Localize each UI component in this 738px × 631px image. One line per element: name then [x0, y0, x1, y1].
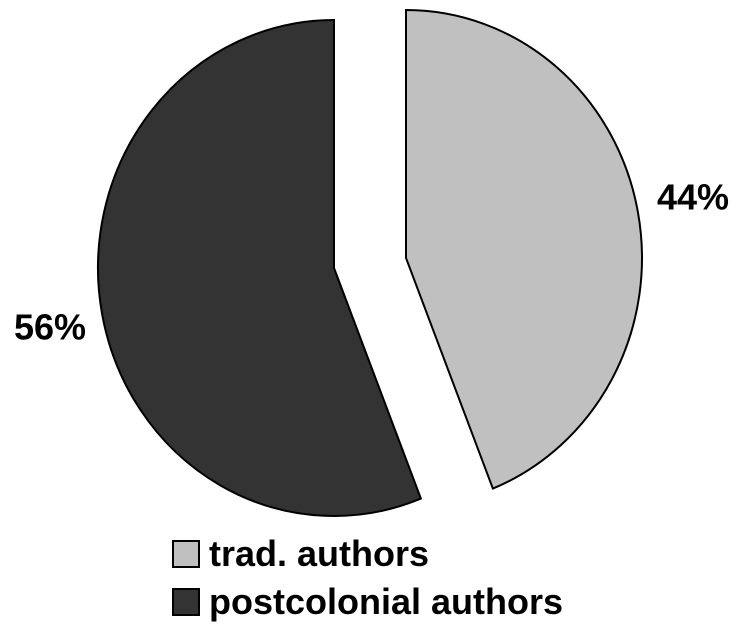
data-label-postcolonial-authors: 56% — [14, 307, 86, 348]
legend-item-trad-authors: trad. authors — [172, 533, 429, 574]
legend-label-postcolonial-authors: postcolonial authors — [209, 581, 563, 622]
pie-slices — [96, 8, 643, 517]
legend-label-trad-authors: trad. authors — [209, 533, 429, 574]
legend-swatch-trad-authors — [172, 540, 200, 568]
pie-slice-trad-authors — [405, 8, 643, 490]
legend-swatch-postcolonial-authors — [172, 588, 200, 616]
legend: trad. authors postcolonial authors — [172, 533, 563, 622]
legend-item-postcolonial-authors: postcolonial authors — [172, 581, 563, 622]
data-label-trad-authors: 44% — [657, 177, 729, 218]
pie-slice-postcolonial-authors — [96, 18, 423, 517]
